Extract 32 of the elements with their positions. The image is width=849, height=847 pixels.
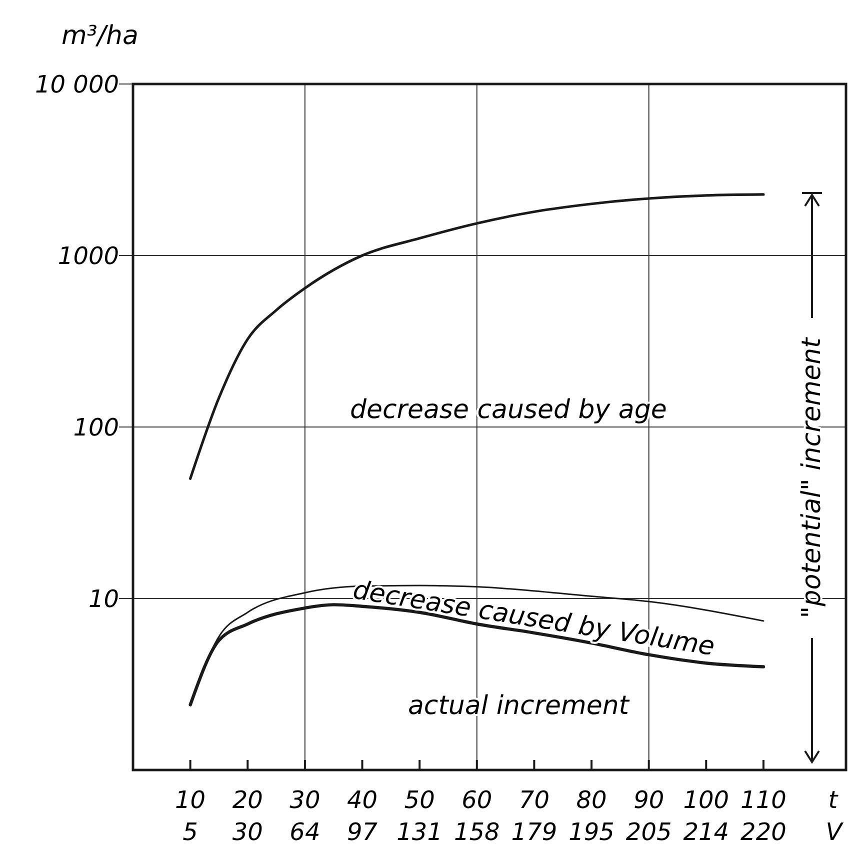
x-tick-label: 50 bbox=[404, 786, 435, 814]
text: 158 bbox=[454, 818, 500, 846]
y-tick-label: 1000 bbox=[58, 242, 119, 270]
x-tick-label: 70 bbox=[518, 786, 550, 814]
x-tick-label: 110 bbox=[740, 786, 786, 814]
text: 64 bbox=[290, 818, 320, 846]
text: 30 bbox=[232, 818, 263, 846]
annotation: "potential" increment bbox=[797, 336, 827, 618]
y-axis-title: m³/ha bbox=[62, 21, 138, 51]
annotation: decrease caused by Volume bbox=[350, 575, 717, 662]
text: 5 bbox=[182, 818, 198, 846]
x-tick-label: 80 bbox=[576, 786, 607, 814]
x-tick-label: 10 bbox=[175, 786, 206, 814]
x-tick-label: 100 bbox=[683, 786, 730, 814]
x-tick-label: 40 bbox=[346, 786, 378, 814]
text: 205 bbox=[626, 818, 672, 846]
x-tick-label: 60 bbox=[462, 786, 492, 814]
y-tick-label: 10 000 bbox=[35, 70, 119, 98]
text: 97 bbox=[346, 818, 378, 846]
x-tick-label: 30 bbox=[290, 786, 320, 814]
text: 220 bbox=[740, 818, 786, 846]
y-tick-label: 100 bbox=[73, 413, 119, 442]
x-axis-title: t bbox=[828, 786, 840, 814]
text: 179 bbox=[511, 818, 558, 846]
line-series bbox=[189, 193, 765, 480]
text: V bbox=[826, 818, 844, 846]
text: 131 bbox=[396, 818, 442, 846]
x-tick-label: 90 bbox=[634, 786, 664, 814]
text: 195 bbox=[568, 818, 614, 846]
text: 214 bbox=[683, 818, 730, 846]
y-tick-label: 10 bbox=[88, 584, 119, 613]
x-tick-label: 20 bbox=[232, 786, 263, 814]
